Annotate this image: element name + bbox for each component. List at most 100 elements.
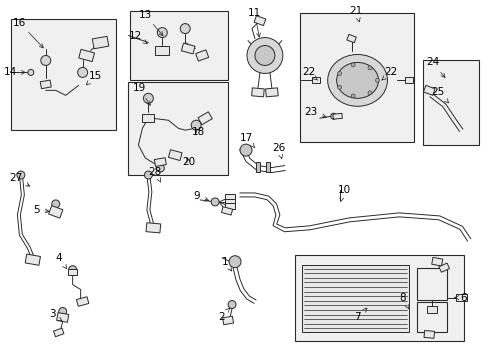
Bar xyxy=(181,43,195,54)
Bar xyxy=(254,15,266,26)
Text: 12: 12 xyxy=(128,31,147,44)
Text: 2: 2 xyxy=(218,308,230,323)
Bar xyxy=(333,113,343,119)
Circle shape xyxy=(17,171,25,179)
Bar xyxy=(128,82,228,175)
Ellipse shape xyxy=(337,62,378,98)
Circle shape xyxy=(145,171,152,179)
Text: 11: 11 xyxy=(248,8,261,37)
Text: 27: 27 xyxy=(9,173,30,186)
Text: 7: 7 xyxy=(355,308,367,323)
Circle shape xyxy=(77,67,88,77)
Circle shape xyxy=(52,200,60,208)
Bar xyxy=(25,254,41,265)
Circle shape xyxy=(255,45,275,66)
Bar xyxy=(423,60,479,145)
Circle shape xyxy=(28,69,34,75)
Bar xyxy=(57,312,69,322)
Bar xyxy=(169,150,182,161)
Bar xyxy=(300,13,415,142)
Bar xyxy=(143,114,154,122)
Bar xyxy=(295,255,464,341)
Text: 10: 10 xyxy=(338,185,351,202)
Bar xyxy=(68,269,77,275)
Bar xyxy=(198,112,212,125)
Circle shape xyxy=(331,113,337,119)
Bar xyxy=(424,330,435,338)
Text: 4: 4 xyxy=(56,253,67,269)
Bar xyxy=(417,302,447,332)
Text: 25: 25 xyxy=(431,87,449,103)
Bar xyxy=(130,11,228,80)
Bar xyxy=(40,80,51,89)
Bar xyxy=(11,19,116,130)
Circle shape xyxy=(211,198,219,206)
Text: 24: 24 xyxy=(426,58,445,77)
Bar xyxy=(427,306,437,313)
Circle shape xyxy=(247,37,283,73)
Bar xyxy=(456,294,466,301)
Bar xyxy=(76,297,89,306)
Circle shape xyxy=(156,164,164,172)
Circle shape xyxy=(180,24,190,33)
Bar xyxy=(405,77,414,84)
Circle shape xyxy=(368,91,372,95)
Bar xyxy=(439,263,449,272)
Circle shape xyxy=(351,63,355,67)
Text: 28: 28 xyxy=(148,167,162,182)
Text: 20: 20 xyxy=(182,157,195,167)
Bar xyxy=(225,194,235,200)
Bar xyxy=(225,203,235,209)
Text: 9: 9 xyxy=(193,191,209,201)
Bar xyxy=(49,206,63,218)
Bar xyxy=(196,50,209,61)
Bar xyxy=(222,316,234,325)
Circle shape xyxy=(338,85,342,89)
Bar xyxy=(347,34,356,43)
Text: 19: 19 xyxy=(132,84,150,105)
Bar xyxy=(423,85,435,95)
Text: 5: 5 xyxy=(33,205,49,215)
Bar xyxy=(266,162,270,172)
Text: 13: 13 xyxy=(138,10,163,36)
Circle shape xyxy=(157,28,167,37)
Bar xyxy=(266,88,278,97)
Bar xyxy=(92,36,109,49)
Circle shape xyxy=(59,307,67,315)
Bar xyxy=(225,199,235,205)
Circle shape xyxy=(375,78,379,82)
Circle shape xyxy=(338,72,342,76)
Bar xyxy=(256,162,260,172)
Bar xyxy=(312,77,319,84)
Circle shape xyxy=(144,93,153,103)
Bar xyxy=(302,265,409,332)
Bar xyxy=(154,158,166,166)
Circle shape xyxy=(240,144,252,156)
Text: 22: 22 xyxy=(302,67,318,80)
Text: 18: 18 xyxy=(192,127,205,137)
Circle shape xyxy=(228,301,236,309)
Bar xyxy=(79,49,95,62)
Circle shape xyxy=(191,120,201,130)
Text: 17: 17 xyxy=(240,133,255,148)
Text: 26: 26 xyxy=(272,143,285,159)
Bar xyxy=(155,46,169,55)
Bar xyxy=(432,257,443,266)
Text: 16: 16 xyxy=(13,18,43,48)
Text: 3: 3 xyxy=(49,310,62,321)
Bar xyxy=(417,268,447,300)
Text: 23: 23 xyxy=(304,107,326,118)
Bar xyxy=(252,88,264,97)
Circle shape xyxy=(69,266,76,274)
Text: 15: 15 xyxy=(86,71,102,85)
Text: 22: 22 xyxy=(382,67,397,80)
Text: 8: 8 xyxy=(399,293,409,309)
Bar xyxy=(146,223,161,233)
Text: 6: 6 xyxy=(455,293,467,302)
Text: 21: 21 xyxy=(349,6,363,22)
Circle shape xyxy=(351,94,355,98)
Circle shape xyxy=(41,55,51,66)
Circle shape xyxy=(229,256,241,268)
Circle shape xyxy=(368,66,372,70)
Text: 14: 14 xyxy=(4,67,25,77)
